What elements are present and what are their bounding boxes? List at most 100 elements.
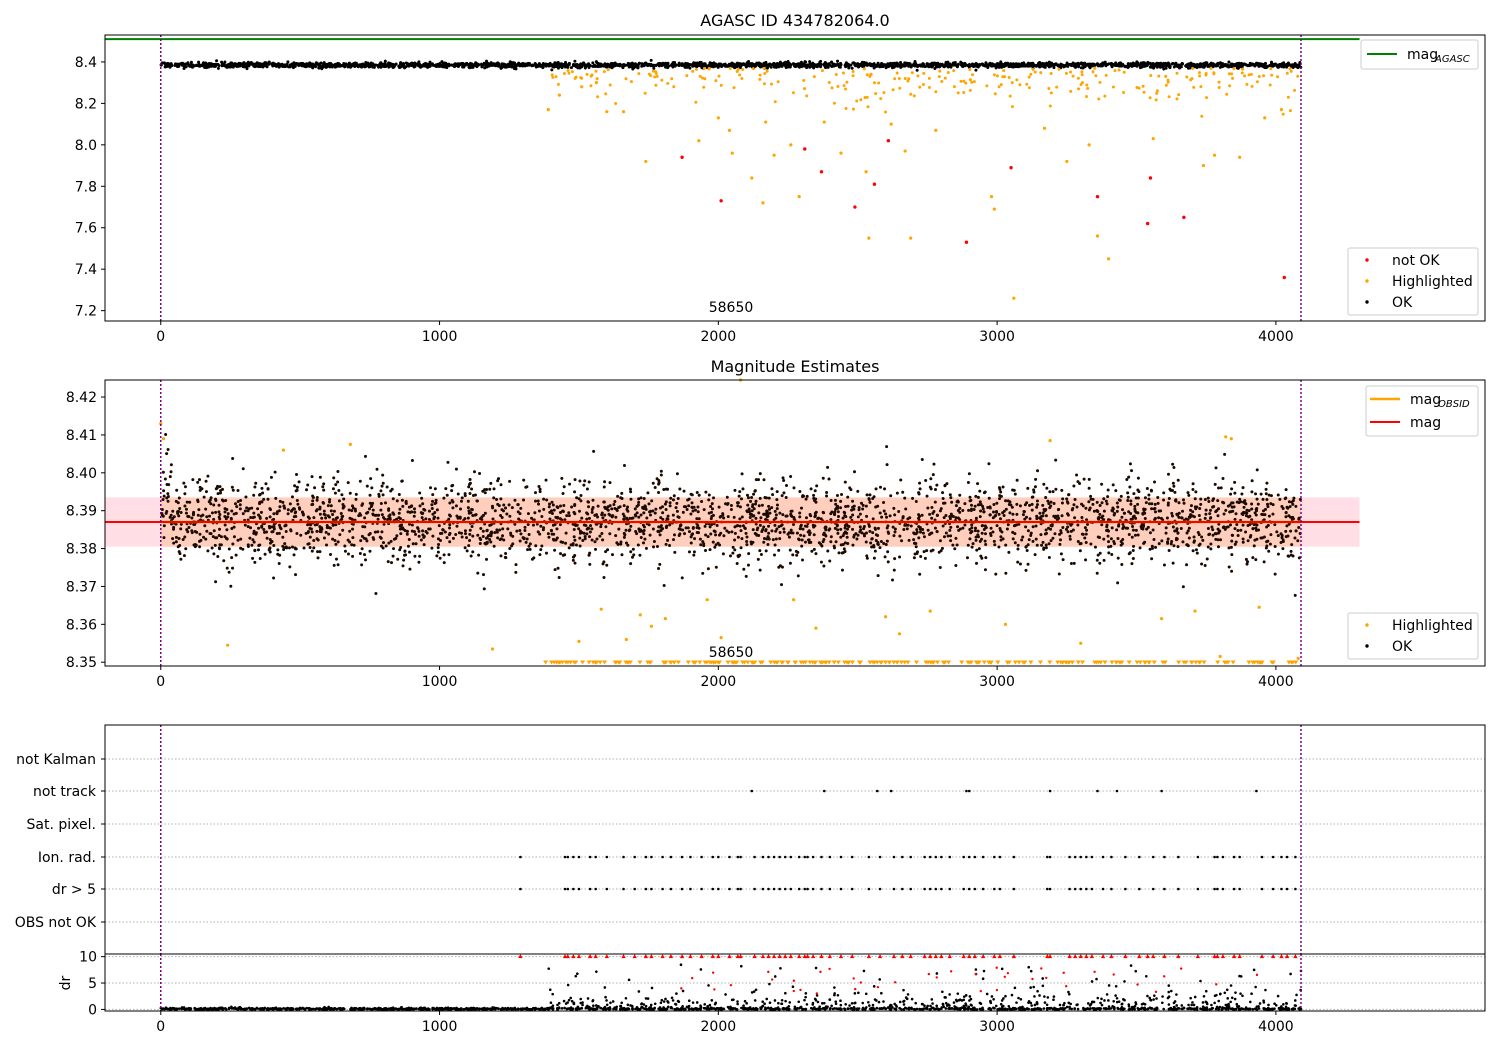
ok-point	[1047, 502, 1051, 506]
ok-point	[182, 554, 186, 558]
highlighted-point	[554, 75, 558, 79]
ok-point	[652, 539, 656, 543]
ok-point	[1092, 509, 1096, 513]
ok-point	[758, 496, 762, 500]
ok-point	[856, 489, 860, 493]
ok-point	[1209, 547, 1213, 551]
ok-point	[191, 63, 195, 67]
ok-point	[892, 506, 896, 510]
ok-point	[186, 61, 190, 65]
ok-point	[518, 512, 522, 516]
ok-point	[685, 507, 689, 511]
ok-point	[683, 532, 687, 536]
ok-point	[400, 62, 404, 66]
highlighted-point	[946, 70, 950, 74]
ok-point	[714, 565, 718, 569]
highlighted-point	[874, 92, 878, 96]
highlighted-point	[691, 69, 695, 73]
ok-point	[214, 510, 218, 514]
ok-point	[620, 491, 624, 495]
ok-point	[1009, 62, 1013, 66]
ok-point	[788, 62, 792, 66]
ok-point	[1173, 62, 1177, 66]
ok-point	[607, 512, 611, 516]
ok-point	[496, 536, 500, 540]
ok-point	[212, 62, 216, 66]
ok-point	[973, 529, 977, 533]
ok-point	[407, 537, 411, 541]
ok-point	[917, 492, 921, 496]
ok-point	[822, 63, 826, 67]
ok-point	[365, 484, 369, 488]
ok-point	[933, 67, 937, 71]
ok-point	[410, 523, 414, 527]
ok-point	[803, 540, 807, 544]
highlighted-point	[604, 92, 608, 96]
ok-point	[312, 539, 316, 543]
ok-point	[478, 536, 482, 540]
ok-point	[873, 526, 877, 530]
ok-point	[214, 580, 218, 584]
ok-point	[801, 495, 805, 499]
ok-point	[791, 553, 795, 557]
ok-point	[1152, 538, 1156, 542]
ok-point	[440, 60, 444, 64]
ok-point	[1102, 509, 1106, 513]
highlighted-point	[1069, 70, 1073, 74]
ok-point	[326, 504, 330, 508]
ok-point	[283, 524, 287, 528]
ok-point	[262, 527, 266, 531]
ok-point	[915, 63, 919, 67]
ok-point	[955, 500, 959, 504]
ok-point	[1286, 506, 1290, 510]
ok-point	[893, 64, 897, 68]
ok-point	[332, 563, 336, 567]
ok-point	[1268, 542, 1272, 546]
ok-point	[913, 60, 917, 64]
ok-point	[1087, 508, 1091, 512]
not-ok-point	[1145, 221, 1150, 226]
highlighted-point	[660, 78, 664, 82]
ok-point	[628, 528, 632, 532]
ok-point	[603, 480, 607, 484]
ok-point	[256, 548, 260, 552]
ok-point	[970, 529, 974, 533]
ok-point	[225, 64, 229, 68]
ok-point	[940, 546, 944, 550]
ok-point	[1012, 63, 1016, 67]
ok-point	[1276, 493, 1280, 497]
highlighted-point	[836, 84, 840, 88]
ok-point	[954, 536, 958, 540]
ok-point	[397, 492, 401, 496]
ok-point	[480, 65, 484, 69]
highlighted-point	[546, 108, 550, 112]
not-ok-point	[1282, 275, 1286, 280]
highlighted-point	[916, 74, 920, 78]
ok-point	[803, 60, 807, 64]
ok-point	[1147, 497, 1151, 501]
ok-point	[1296, 539, 1300, 543]
ok-point	[217, 503, 221, 507]
ok-point	[499, 497, 503, 501]
ok-point	[234, 553, 238, 557]
ok-point	[903, 496, 907, 500]
ok-point	[230, 509, 234, 513]
ok-point	[1013, 541, 1017, 545]
ok-point	[917, 525, 921, 529]
ok-point	[424, 63, 428, 67]
ok-point	[258, 62, 262, 66]
ok-point	[465, 536, 469, 540]
ok-point	[264, 482, 268, 486]
ok-point	[383, 64, 387, 68]
ok-point	[1079, 66, 1083, 70]
highlighted-point	[644, 159, 648, 164]
highlighted-point	[797, 195, 801, 199]
highlighted-point	[624, 77, 628, 81]
ok-point	[1200, 562, 1204, 566]
ok-point	[331, 487, 335, 491]
ok-point	[314, 61, 318, 65]
highlighted-point	[841, 71, 845, 75]
ok-point	[374, 591, 378, 595]
ok-point	[1016, 543, 1020, 547]
ok-point	[1254, 558, 1258, 562]
